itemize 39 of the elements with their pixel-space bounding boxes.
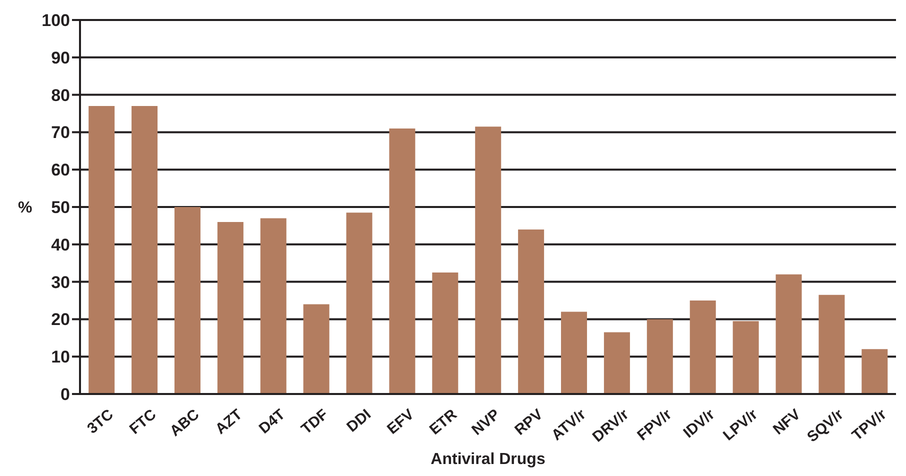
bar [303,304,330,394]
y-tick-label: 90 [51,48,70,68]
x-tick-label: NVP [468,406,504,439]
bar [174,207,200,394]
x-tick-label: ETR [426,406,460,438]
bar [518,229,544,394]
y-tick-label: 100 [42,11,70,30]
bar [776,274,802,394]
y-tick-label: 50 [51,198,70,218]
bar [604,332,630,394]
y-tick-label: 60 [51,160,70,180]
bar [862,349,888,394]
y-tick-label: 80 [51,86,70,105]
y-tick-label: 0 [60,385,70,404]
x-tick-label: FTC [126,406,160,438]
x-tick-label: 3TC [84,406,117,438]
x-tick-label: DDI [344,406,374,436]
y-tick-label: 20 [51,310,70,330]
bar [432,272,458,394]
y-tick-label: 10 [51,348,70,367]
bar [260,218,286,394]
bar [132,106,158,394]
bar [88,106,115,394]
bar [217,222,244,394]
bar [475,126,502,394]
x-tick-label: TDF [298,406,332,438]
bar [690,300,716,394]
y-tick-label: 70 [51,123,70,142]
bar [732,321,759,394]
x-tick-label: D4T [256,406,289,438]
bar [818,294,845,394]
bar [646,319,673,394]
y-axis-title: % [18,200,32,217]
y-tick-label: 40 [51,235,70,254]
x-axis-title: Antiviral Drugs [430,451,546,468]
bar [561,312,588,394]
y-tick-label: 30 [51,272,70,292]
bar [346,212,372,394]
bar [389,128,416,394]
